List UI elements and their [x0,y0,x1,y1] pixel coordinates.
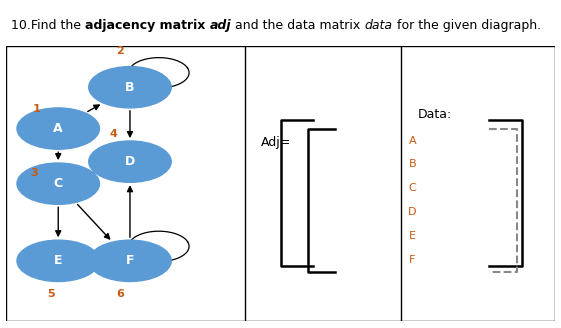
Text: E: E [54,254,62,267]
Circle shape [17,108,99,149]
Circle shape [89,141,171,182]
Text: 1: 1 [33,104,40,114]
Text: 4: 4 [109,129,117,139]
Text: adj: adj [210,19,232,32]
Text: 6: 6 [117,289,125,299]
Text: D: D [408,207,417,217]
Text: B: B [408,159,416,169]
Circle shape [17,240,99,281]
Text: for the given diagraph.: for the given diagraph. [393,19,541,32]
Text: Data:: Data: [418,108,452,121]
Text: Adj=: Adj= [261,136,292,149]
Text: D: D [125,155,135,168]
Text: F: F [410,255,416,265]
Text: E: E [409,231,416,241]
Text: A: A [408,135,416,146]
Text: A: A [53,122,63,135]
Circle shape [89,240,171,281]
Text: and the data matrix: and the data matrix [232,19,365,32]
Circle shape [17,163,99,204]
Text: C: C [54,177,63,190]
Text: B: B [125,81,135,94]
Circle shape [89,67,171,108]
Text: C: C [408,183,416,193]
Text: 2: 2 [117,47,125,56]
Text: F: F [126,254,134,267]
Text: data: data [365,19,393,32]
Text: 10.Find the: 10.Find the [11,19,85,32]
Text: 3: 3 [30,168,38,178]
Text: 5: 5 [47,289,55,299]
Text: adjacency matrix: adjacency matrix [85,19,210,32]
